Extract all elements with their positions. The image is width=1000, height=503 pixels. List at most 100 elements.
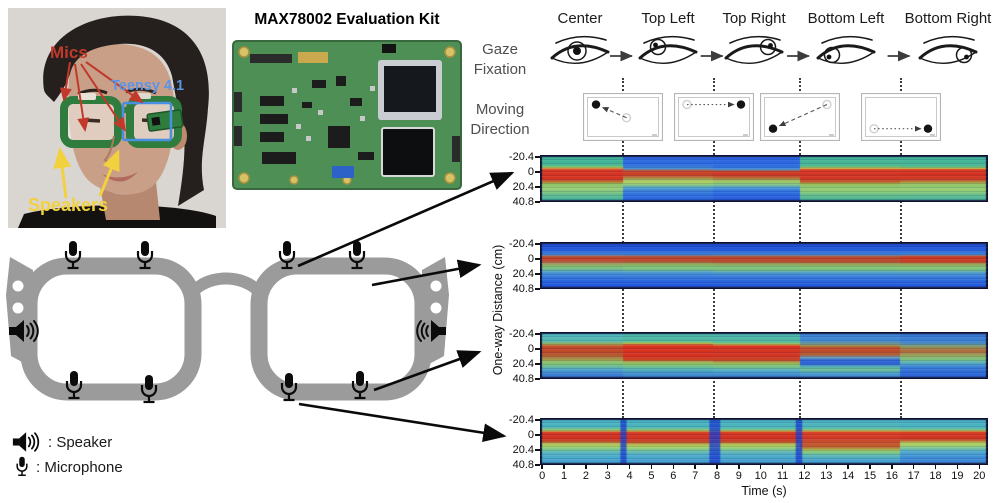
x-tick-mark — [912, 465, 915, 469]
x-tick-mark — [891, 465, 893, 469]
y-tick-mark — [535, 419, 540, 421]
x-tick-label: 7 — [692, 470, 699, 482]
microphone-icon — [16, 456, 28, 477]
glasses-diagram — [6, 240, 449, 404]
x-tick-mark — [650, 465, 653, 469]
x-tick-mark — [541, 465, 543, 469]
screen-logo — [829, 134, 835, 136]
y-tick-label: -20.4 — [508, 237, 534, 250]
eyebrow-left — [77, 88, 108, 96]
x-tick-mark — [563, 465, 565, 469]
y-tick-mark — [535, 186, 540, 188]
x-tick-label: 18 — [929, 470, 942, 482]
heatmap-canvas-mic-row-2 — [540, 242, 988, 289]
blue-module — [332, 166, 354, 178]
teensy-chip — [151, 116, 161, 126]
y-tick-label: 20.4 — [512, 443, 534, 456]
time-axis-label: Time (s) — [741, 484, 787, 498]
start-point-ghost — [621, 113, 632, 123]
small-caps — [292, 86, 375, 141]
x-tick-mark — [781, 465, 784, 469]
x-tick-mark — [803, 465, 806, 469]
x-tick-mark — [606, 465, 609, 469]
mics-arrows — [59, 61, 144, 132]
y-tick-mark — [535, 156, 540, 158]
end-point-dot — [591, 100, 601, 109]
eye-sketch-top-left — [638, 35, 698, 64]
y-tick-mark — [535, 434, 540, 436]
y-tick-mark — [535, 201, 540, 203]
x-tick-mark — [825, 465, 828, 469]
x-tick-label: 9 — [735, 470, 742, 482]
start-point-ghost — [682, 99, 692, 110]
x-tick-label: 12 — [798, 470, 811, 482]
eye-sketch-top-right — [724, 35, 784, 64]
end-point-dot — [736, 100, 745, 109]
screen-logo — [742, 134, 748, 136]
lcd-screen-large — [384, 66, 436, 112]
y-tick-mark — [535, 464, 540, 466]
y-tick-mark — [535, 273, 540, 275]
x-tick-label: 19 — [951, 470, 964, 482]
gaze-position-label: Top Right — [722, 10, 786, 27]
distance-axis-label: One-way Distance (cm) — [491, 244, 505, 376]
eye-sketch-bottom-left — [816, 35, 876, 64]
y-tick-mark — [535, 243, 540, 245]
speakers-arrows — [53, 147, 120, 199]
x-tick-mark — [716, 465, 718, 469]
end-point-dot — [768, 124, 778, 133]
gaze-row-label: Gaze Fixation — [473, 41, 527, 78]
x-tick-label: 8 — [713, 470, 721, 482]
y-tick-label: 20.4 — [512, 357, 534, 370]
y-tick-mark — [535, 378, 540, 380]
gaze-position-label: Bottom Left — [807, 10, 885, 27]
board-photo — [232, 40, 462, 190]
eye-sketch-center — [550, 35, 610, 64]
x-tick-mark — [847, 465, 849, 469]
eyebrow-right — [125, 87, 157, 95]
legend-microphone: : Microphone — [14, 456, 123, 478]
hinge-holes — [12, 280, 442, 314]
screen-logo — [929, 134, 935, 136]
legend-speaker: : Speaker — [12, 430, 112, 454]
x-tick-label: 1 — [560, 470, 568, 482]
end-point-dot — [923, 124, 932, 133]
y-tick-label: 40.8 — [512, 459, 534, 471]
board-title: MAX78002 Evaluation Kit — [254, 11, 440, 28]
y-tick-label: 40.8 — [512, 373, 534, 385]
x-tick-label: 13 — [820, 470, 833, 482]
y-tick-mark — [535, 258, 540, 260]
hair — [43, 15, 209, 206]
x-tick-mark — [978, 465, 980, 469]
y-tick-label: 40.8 — [512, 196, 534, 208]
gaze-position-label: Center — [557, 10, 603, 27]
y-tick-mark — [535, 348, 540, 350]
ic-chips — [260, 76, 374, 164]
x-tick-label: 10 — [754, 470, 767, 482]
y-tick-label: -20.4 — [508, 327, 534, 340]
eye-left — [83, 118, 101, 123]
x-tick-label: 6 — [670, 470, 677, 482]
direction-box — [583, 93, 664, 141]
legend-microphone-label: : Microphone — [36, 458, 123, 476]
mics-label: Mics — [50, 43, 88, 62]
x-tick-label: 16 — [885, 470, 898, 482]
start-point-ghost — [822, 99, 832, 110]
y-tick-mark — [535, 449, 540, 451]
y-tick-label: -20.4 — [508, 150, 534, 163]
lcd-screen-small — [381, 127, 435, 177]
x-tick-label: 11 — [776, 470, 789, 482]
speakers-label: Speakers — [28, 195, 108, 215]
direction-box — [760, 93, 841, 141]
x-tick-label: 14 — [842, 470, 855, 482]
x-tick-mark — [759, 465, 762, 469]
y-tick-label: 0 — [527, 165, 534, 178]
y-tick-label: 20.4 — [512, 267, 534, 280]
y-tick-mark — [535, 363, 540, 365]
x-tick-label: 0 — [539, 470, 546, 482]
y-tick-mark — [535, 333, 540, 335]
wearer-photo: Mics Teensy 4.1 Speakers — [8, 8, 226, 228]
y-tick-label: 40.8 — [512, 283, 534, 295]
y-tick-label: 0 — [527, 428, 534, 441]
teensy-label: Teensy 4.1 — [111, 78, 184, 94]
